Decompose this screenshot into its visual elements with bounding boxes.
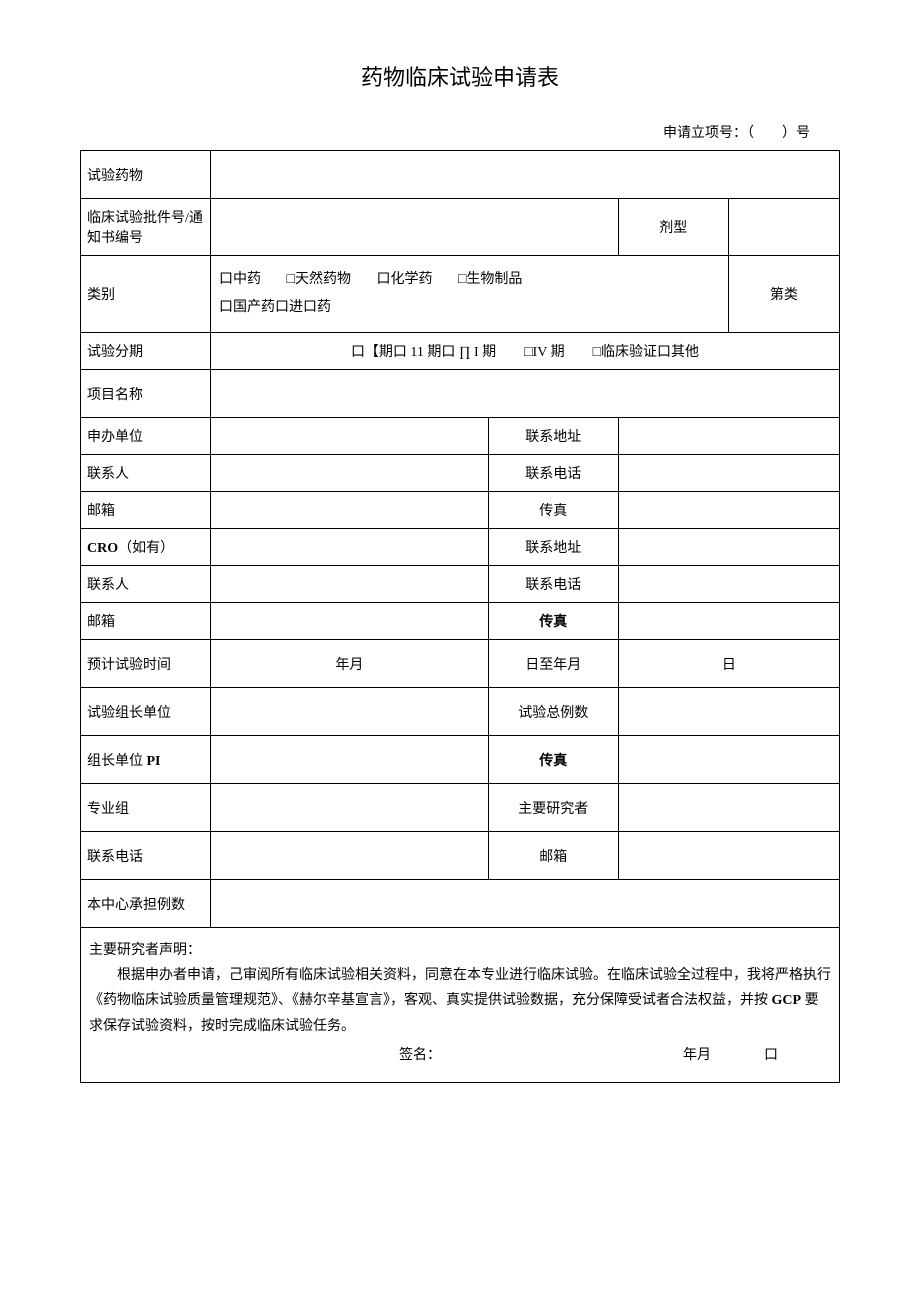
label-lead-unit: 试验组长单位 xyxy=(81,688,211,736)
label-cro-address: 联系地址 xyxy=(488,529,618,566)
label-project-name: 项目名称 xyxy=(81,370,211,418)
field-cro-phone[interactable] xyxy=(618,566,839,603)
label-sponsor-fax: 传真 xyxy=(488,492,618,529)
label-main-investigator: 主要研究者 xyxy=(488,784,618,832)
label-cro: CRO（如有） xyxy=(81,529,211,566)
signature-date-d: 口 xyxy=(711,1043,831,1068)
field-cro-fax[interactable] xyxy=(618,603,839,640)
field-sponsor-address[interactable] xyxy=(618,418,839,455)
field-lead-unit[interactable] xyxy=(211,688,489,736)
field-specialty-group[interactable] xyxy=(211,784,489,832)
opt-biological[interactable]: □生物制品 xyxy=(458,266,522,294)
field-dosage-form[interactable] xyxy=(728,199,839,256)
field-lead-fax[interactable] xyxy=(618,736,839,784)
label-expected-time: 预计试验时间 xyxy=(81,640,211,688)
label-cro-contact: 联系人 xyxy=(81,566,211,603)
field-cro-address[interactable] xyxy=(618,529,839,566)
field-total-cases[interactable] xyxy=(618,688,839,736)
label-center-cases: 本中心承担例数 xyxy=(81,880,211,928)
label-lead-fax: 传真 xyxy=(488,736,618,784)
app-num-suffix: ）号 xyxy=(782,126,810,141)
label-trial-phase: 试验分期 xyxy=(81,333,211,370)
field-project-name[interactable] xyxy=(211,370,840,418)
lead-pi-prefix: 组长单位 xyxy=(87,754,147,769)
field-center-cases[interactable] xyxy=(211,880,840,928)
label-total-cases: 试验总例数 xyxy=(488,688,618,736)
label-sponsor: 申办单位 xyxy=(81,418,211,455)
label-cro-fax: 传真 xyxy=(488,603,618,640)
opt-traditional[interactable]: 口中药 xyxy=(219,266,261,294)
label-sponsor-contact: 联系人 xyxy=(81,455,211,492)
label-approval-number: 临床试验批件号/通知书编号 xyxy=(81,199,211,256)
opt-natural[interactable]: □天然药物 xyxy=(287,266,351,294)
app-num-value[interactable] xyxy=(754,126,782,141)
app-num-prefix: 申请立项号：（ xyxy=(663,126,754,141)
label-category: 类别 xyxy=(81,256,211,333)
cro-bold: CRO xyxy=(87,541,118,556)
label-inv-phone: 联系电话 xyxy=(81,832,211,880)
signature-date-ym: 年月 xyxy=(571,1043,711,1068)
field-cro-contact[interactable] xyxy=(211,566,489,603)
opt-domestic-import[interactable]: 口国产药口进口药 xyxy=(219,300,331,315)
field-start-ym[interactable]: 年月 xyxy=(211,640,489,688)
label-cro-phone: 联系电话 xyxy=(488,566,618,603)
field-lead-pi[interactable] xyxy=(211,736,489,784)
statement-body1: 根据申办者申请，己审阅所有临床试验相关资料，同意在本专业进行临床试验。在临床试验… xyxy=(89,968,831,1008)
field-trial-drug[interactable] xyxy=(211,151,840,199)
field-sponsor-phone[interactable] xyxy=(618,455,839,492)
field-sponsor[interactable] xyxy=(211,418,489,455)
label-lead-pi: 组长单位 PI xyxy=(81,736,211,784)
label-inv-email: 邮箱 xyxy=(488,832,618,880)
application-table: 试验药物 临床试验批件号/通知书编号 剂型 类别 口中药 □天然药物 口化学药 … xyxy=(80,150,840,928)
statement-heading: 主要研究者声明： xyxy=(89,938,831,963)
signature-row: 签名： 年月 口 xyxy=(89,1043,831,1068)
cro-suffix: （如有） xyxy=(118,541,174,556)
field-inv-email[interactable] xyxy=(618,832,839,880)
field-category-class[interactable]: 第类 xyxy=(728,256,839,333)
field-sponsor-fax[interactable] xyxy=(618,492,839,529)
label-trial-drug: 试验药物 xyxy=(81,151,211,199)
field-sponsor-contact[interactable] xyxy=(211,455,489,492)
field-to-ym[interactable]: 日至年月 xyxy=(488,640,618,688)
page-title: 药物临床试验申请表 xyxy=(80,60,840,92)
field-sponsor-email[interactable] xyxy=(211,492,489,529)
application-number: 申请立项号：（ ）号 xyxy=(80,122,840,142)
label-sponsor-email: 邮箱 xyxy=(81,492,211,529)
statement-body: 根据申办者申请，己审阅所有临床试验相关资料，同意在本专业进行临床试验。在临床试验… xyxy=(89,963,831,1039)
label-sponsor-address: 联系地址 xyxy=(488,418,618,455)
field-trial-phase[interactable]: 口【期口 11 期口 ∏ I 期 □IV 期 □临床验证口其他 xyxy=(211,333,840,370)
field-approval-number[interactable] xyxy=(211,199,619,256)
statement-gcp: GCP xyxy=(772,993,802,1008)
field-category-options[interactable]: 口中药 □天然药物 口化学药 □生物制品 口国产药口进口药 xyxy=(211,256,729,333)
opt-chemical[interactable]: 口化学药 xyxy=(376,266,432,294)
field-inv-phone[interactable] xyxy=(211,832,489,880)
label-dosage-form: 剂型 xyxy=(618,199,728,256)
signature-label: 签名： xyxy=(89,1043,571,1068)
label-sponsor-phone: 联系电话 xyxy=(488,455,618,492)
label-cro-email: 邮箱 xyxy=(81,603,211,640)
lead-pi-bold: PI xyxy=(147,754,161,769)
field-main-investigator[interactable] xyxy=(618,784,839,832)
field-end-day[interactable]: 日 xyxy=(618,640,839,688)
field-cro[interactable] xyxy=(211,529,489,566)
label-specialty-group: 专业组 xyxy=(81,784,211,832)
investigator-statement: 主要研究者声明： 根据申办者申请，己审阅所有临床试验相关资料，同意在本专业进行临… xyxy=(80,928,840,1083)
field-cro-email[interactable] xyxy=(211,603,489,640)
